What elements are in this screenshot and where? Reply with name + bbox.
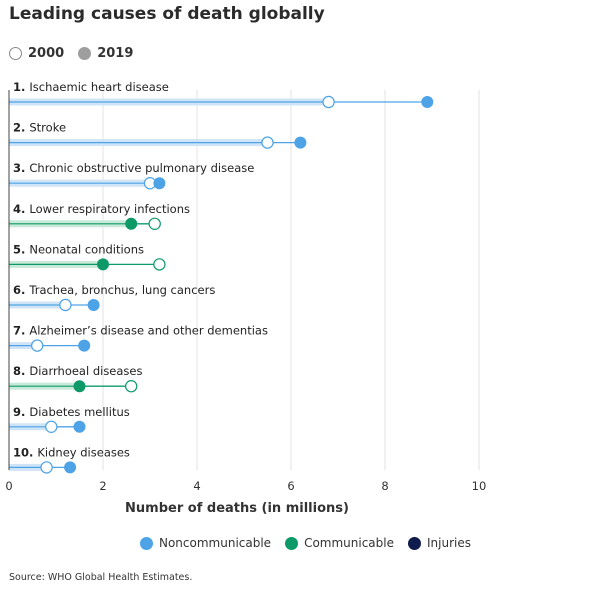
legend-item-2000[interactable]: 2000 <box>9 46 64 61</box>
row-label: 6. Trachea, bronchus, lung cancers <box>13 283 215 297</box>
row-name: Kidney diseases <box>37 445 130 459</box>
row-label: 7. Alzheimer’s disease and other dementi… <box>13 324 268 338</box>
filled-circle-icon <box>78 47 92 60</box>
legend-item-injuries[interactable]: Injuries <box>408 536 471 550</box>
point-2019 <box>87 299 100 311</box>
row-rank: 3. <box>13 161 29 175</box>
row-rank: 9. <box>13 405 29 419</box>
legend-label-injuries: Injuries <box>427 536 471 550</box>
row-rank: 2. <box>13 121 29 135</box>
point-2019 <box>125 217 138 230</box>
point-2019 <box>294 136 307 149</box>
row-label: 2. Stroke <box>13 121 66 135</box>
point-2019 <box>97 258 109 271</box>
row-name: Trachea, bronchus, lung cancers <box>28 283 215 297</box>
row-rank: 6. <box>13 283 29 297</box>
row-rank: 8. <box>13 364 29 378</box>
row-name: Ischaemic heart disease <box>29 80 168 94</box>
row-name: Diarrhoeal diseases <box>29 364 142 378</box>
x-tick-label: 0 <box>5 479 12 493</box>
row-name: Lower respiratory infections <box>29 202 190 216</box>
x-tick-label: 2 <box>99 479 106 493</box>
row-name: Alzheimer’s disease and other dementias <box>29 324 268 338</box>
point-2000 <box>261 136 274 149</box>
row-label: 4. Lower respiratory infections <box>13 202 190 216</box>
row-label: 10. Kidney diseases <box>13 445 130 459</box>
row-label: 9. Diabetes mellitus <box>13 405 130 419</box>
point-2000 <box>59 298 72 312</box>
legend-item-2019[interactable]: 2019 <box>78 46 133 61</box>
legend-label-noncommunicable: Noncommunicable <box>158 536 272 550</box>
source-note: Source: WHO Global Health Estimates. <box>9 572 193 583</box>
point-2019 <box>421 96 434 108</box>
x-axis-title: Number of deaths (in millions) <box>125 501 349 516</box>
point-2000 <box>45 420 58 433</box>
point-2000 <box>31 339 44 352</box>
x-tick-label: 6 <box>287 479 294 493</box>
point-2000 <box>148 217 161 230</box>
point-2019 <box>153 177 166 190</box>
x-tick-label: 10 <box>472 479 487 493</box>
point-2000 <box>40 461 53 474</box>
legend-label-2000: 2000 <box>28 46 65 61</box>
year-legend: 2000 2019 <box>9 46 133 61</box>
row-name: Diabetes mellitus <box>29 405 129 419</box>
legend-item-communicable[interactable]: Communicable <box>285 536 394 550</box>
row-label: 5. Neonatal conditions <box>13 242 144 256</box>
x-tick-label: 4 <box>193 479 200 493</box>
row-rank: 5. <box>13 242 29 256</box>
point-2019 <box>73 420 86 433</box>
row-label: 8. Diarrhoeal diseases <box>13 364 143 378</box>
row-rank: 1. <box>13 80 29 94</box>
legend-label-communicable: Communicable <box>304 536 394 550</box>
communicable-dot-icon <box>285 536 299 550</box>
row-rank: 10. <box>13 445 37 459</box>
point-2000 <box>322 95 335 109</box>
point-2000 <box>153 258 166 271</box>
legend-item-noncommunicable[interactable]: Noncommunicable <box>139 536 272 550</box>
row-name: Stroke <box>29 121 66 135</box>
injuries-dot-icon <box>408 536 421 550</box>
row-name: Neonatal conditions <box>29 242 144 256</box>
x-tick-label: 8 <box>381 479 388 493</box>
point-2019 <box>78 339 91 352</box>
row-rank: 4. <box>13 202 29 216</box>
row-name: Chronic obstructive pulmonary disease <box>29 161 254 175</box>
noncommunicable-dot-icon <box>139 536 153 550</box>
row-label: 3. Chronic obstructive pulmonary disease <box>13 161 254 175</box>
point-2019 <box>73 380 86 393</box>
open-circle-icon <box>9 47 22 60</box>
category-legend: Noncommunicable Communicable Injuries <box>0 536 611 550</box>
point-2000 <box>124 380 138 393</box>
row-label: 1. Ischaemic heart disease <box>13 80 169 94</box>
row-rank: 7. <box>13 324 29 338</box>
dumbbell-chart: 1. Ischaemic heart disease 2. Stroke 3. Ch… <box>5 80 487 516</box>
point-2019 <box>64 461 77 474</box>
legend-label-2019: 2019 <box>97 46 134 61</box>
chart-title: Leading causes of death globally <box>9 4 325 24</box>
